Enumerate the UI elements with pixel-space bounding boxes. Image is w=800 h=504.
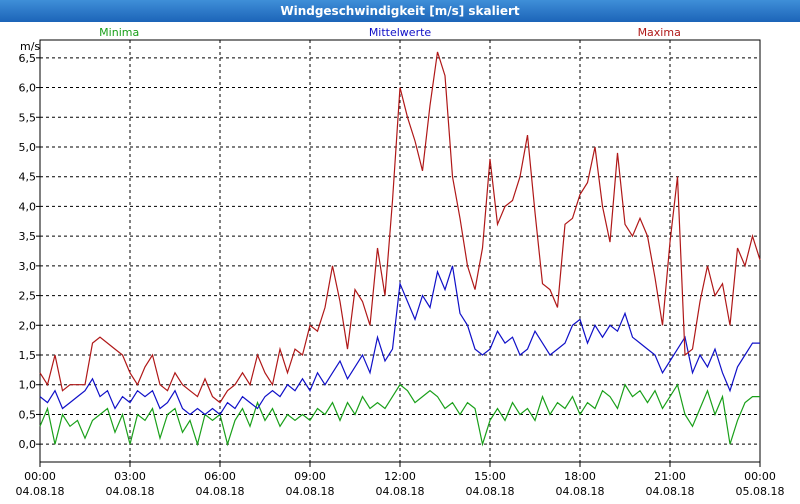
x-tick-time-label: 21:00 xyxy=(654,470,686,483)
y-tick-label: 1,0 xyxy=(19,379,37,392)
chart-title: Windgeschwindigkeit [m/s] skaliert xyxy=(0,0,800,22)
x-tick-time-label: 06:00 xyxy=(204,470,236,483)
y-tick-label: 5,5 xyxy=(19,111,37,124)
y-tick-label: 6,5 xyxy=(19,52,37,65)
legend-item-mittelwerte: Mittelwerte xyxy=(369,26,432,39)
legend-item-maxima: Maxima xyxy=(638,26,681,39)
y-tick-label: 3,5 xyxy=(19,230,37,243)
series-line-minima xyxy=(39,383,760,447)
x-tick-date-label: 04.08.18 xyxy=(286,485,335,498)
y-axis-label: m/s xyxy=(20,40,40,53)
y-tick-label: 4,5 xyxy=(19,171,37,184)
y-tick-label: 4,0 xyxy=(19,200,37,213)
x-tick-date-label: 05.08.18 xyxy=(736,485,785,498)
legend-item-minima: Minima xyxy=(99,26,139,39)
x-tick-time-label: 03:00 xyxy=(114,470,146,483)
x-tick-date-label: 04.08.18 xyxy=(196,485,245,498)
y-tick-label: 1,5 xyxy=(19,349,37,362)
y-tick-label: 2,5 xyxy=(19,290,37,303)
x-tick-date-label: 04.08.18 xyxy=(556,485,605,498)
x-tick-time-label: 09:00 xyxy=(294,470,326,483)
x-tick-date-label: 04.08.18 xyxy=(466,485,515,498)
series-line-mittelwerte xyxy=(39,265,760,416)
y-tick-label: 0,0 xyxy=(19,438,37,451)
series-line-maxima xyxy=(39,51,761,404)
x-tick-date-label: 04.08.18 xyxy=(106,485,155,498)
y-tick-label: 3,0 xyxy=(19,260,37,273)
wind-speed-chart: 0,0 0,5 1,0 1,5 2,0 2,5 3,0 3,5 4,0 4,5 5,0 5,5 6,0 6… xyxy=(16,26,785,498)
x-tick-date-label: 04.08.18 xyxy=(646,485,695,498)
x-tick-time-label: 15:00 xyxy=(474,470,506,483)
x-tick-date-label: 04.08.18 xyxy=(376,485,425,498)
x-tick-time-label: 00:00 xyxy=(744,470,776,483)
y-tick-label: 6,0 xyxy=(19,82,37,95)
y-tick-label: 2,0 xyxy=(19,319,37,332)
x-tick-date-label: 04.08.18 xyxy=(16,485,65,498)
x-tick-time-label: 12:00 xyxy=(384,470,416,483)
x-tick-time-label: 00:00 xyxy=(24,470,56,483)
chart-area: 0,0 0,5 1,0 1,5 2,0 2,5 3,0 3,5 4,0 4,5 5,0 5,5 6,0 6… xyxy=(0,22,800,500)
x-tick-time-label: 18:00 xyxy=(564,470,596,483)
y-tick-label: 0,5 xyxy=(19,408,37,421)
y-tick-label: 5,0 xyxy=(19,141,37,154)
